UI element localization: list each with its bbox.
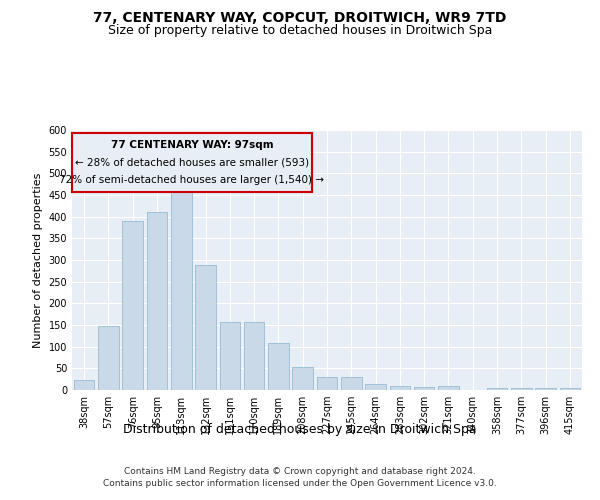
Y-axis label: Number of detached properties: Number of detached properties [33, 172, 43, 348]
Bar [535, 388, 556, 390]
Bar [292, 367, 313, 390]
Bar [341, 377, 362, 390]
Bar [487, 388, 508, 390]
Bar [195, 265, 216, 390]
Bar [268, 343, 289, 390]
Bar [365, 384, 386, 390]
Text: Distribution of detached houses by size in Droitwich Spa: Distribution of detached houses by size … [123, 422, 477, 436]
Bar [171, 174, 191, 390]
Text: 77, CENTENARY WAY, COPCUT, DROITWICH, WR9 7TD: 77, CENTENARY WAY, COPCUT, DROITWICH, WR… [94, 11, 506, 25]
Bar [74, 380, 94, 390]
Bar [389, 386, 410, 390]
Text: Size of property relative to detached houses in Droitwich Spa: Size of property relative to detached ho… [108, 24, 492, 37]
Bar [438, 386, 459, 390]
Bar [511, 388, 532, 390]
Bar [414, 386, 434, 390]
Bar [122, 221, 143, 390]
Bar [98, 326, 119, 390]
Bar [244, 322, 265, 390]
Bar [146, 212, 167, 390]
Bar [220, 322, 240, 390]
Text: Contains HM Land Registry data © Crown copyright and database right 2024.: Contains HM Land Registry data © Crown c… [124, 468, 476, 476]
Bar [317, 377, 337, 390]
Text: Contains public sector information licensed under the Open Government Licence v3: Contains public sector information licen… [103, 479, 497, 488]
Bar [560, 388, 580, 390]
